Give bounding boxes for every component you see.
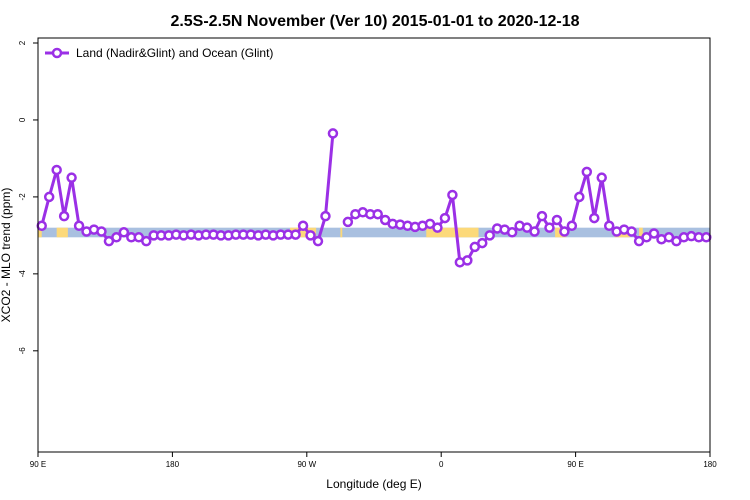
data-point [290,229,301,240]
ocean-band [38,227,710,238]
x-tick-label: 0 [439,460,444,469]
data-point [141,235,152,247]
data-point [312,235,324,247]
data-point [372,208,383,220]
x-tick-label: 180 [166,460,180,469]
data-point [506,227,518,238]
series-line [40,133,335,243]
data-point [73,220,85,232]
data-point [118,227,130,238]
x-tick-label: 90 W [297,460,316,469]
series-line [346,170,707,264]
data-point [111,232,122,243]
x-tick-label: 180 [703,460,717,469]
data-point [484,230,495,241]
data-point [589,212,600,224]
data-point [66,172,77,183]
data-point [432,222,443,233]
data-point [43,191,55,203]
data-point [58,210,70,222]
data-point [342,216,354,228]
x-axis: 90 E 180 90 W 0 90 E 180 [30,452,717,469]
land-band-segment [290,227,317,238]
data-point [529,226,540,237]
y-axis-label: XCO2 - MLO trend (ppm) [0,188,13,323]
y-tick-label: 2 [18,40,27,45]
data-point [536,210,548,222]
data-point [701,232,712,243]
data-point [626,226,637,237]
land-band-segment [38,227,42,238]
plot-frame [37,37,711,453]
data-point [462,255,473,266]
data-point [551,214,563,226]
land-band-segment [340,227,343,238]
x-axis-label: Longitude (deg E) [326,477,421,491]
y-tick-label: 0 [18,117,27,122]
data-point [305,230,316,241]
data-point [648,228,660,239]
data-point [477,237,488,249]
data-point [559,226,570,237]
legend: Land (Nadir&Glint) and Ocean (Glint) [45,46,273,60]
data-point [327,128,339,139]
data-point [574,191,585,203]
y-tick-label: -2 [18,193,27,201]
data-point [36,220,47,232]
data-point [566,220,578,232]
land-band-segment [56,227,68,238]
x-tick-label: 90 E [30,460,46,469]
y-axis: 2 0 -2 -4 -6 [18,40,38,354]
y-tick-label: -6 [18,347,27,355]
series-layer [36,128,712,268]
legend-label: Land (Nadir&Glint) and Ocean (Glint) [76,46,273,60]
chart-title: 2.5S-2.5N November (Ver 10) 2015-01-01 t… [170,13,579,30]
data-point [96,226,107,237]
data-point [596,172,607,183]
x-tick-label: 90 E [567,460,583,469]
data-point [544,222,555,233]
data-point [603,220,615,232]
land-band-segment [639,227,643,238]
data-point [447,189,458,201]
data-point [51,164,62,176]
legend-marker-swatch [51,47,63,59]
data-point [297,220,309,232]
y-tick-label: -4 [18,270,27,278]
land-band-segment [426,227,479,238]
data-point [439,212,451,224]
data-point [320,210,331,222]
data-point [581,166,593,178]
